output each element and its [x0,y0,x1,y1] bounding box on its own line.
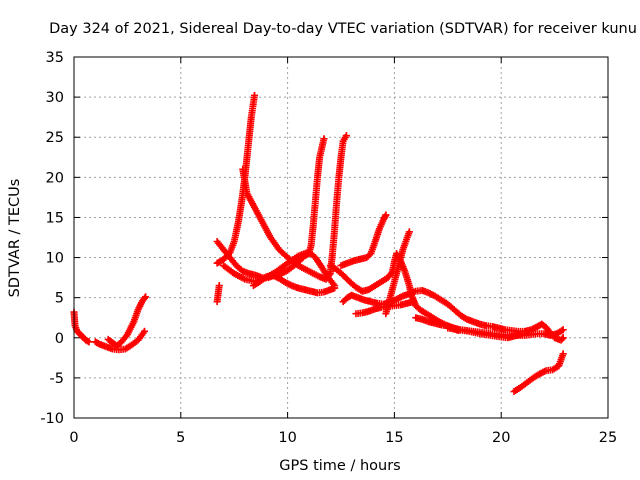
data-point [250,92,258,100]
data-point [410,298,418,306]
chart-title: Day 324 of 2021, Sidereal Day-to-day VTE… [49,21,637,37]
series-arc-9 [249,271,339,297]
data-point [559,326,567,334]
data-marks [70,92,567,396]
x-tick-label: 20 [492,430,510,446]
x-tick-label: 0 [69,430,78,446]
y-tick-label: -5 [50,371,64,387]
data-point [142,293,150,301]
y-tick-label: -10 [40,411,64,427]
y-axis-ticks: -10 -5 0 5 10 15 20 25 30 35 [40,50,608,427]
data-point [320,135,328,143]
series-arc-2 [91,327,148,354]
data-point [382,211,390,219]
plot-frame [73,56,609,419]
y-tick-label: 0 [55,331,64,347]
y-tick-label: 15 [46,210,64,226]
x-axis-label: GPS time / hours [279,458,400,474]
series-arc-5 [213,92,258,267]
data-point [519,330,527,338]
y-tick-label: 5 [55,291,64,307]
data-point [140,294,148,302]
data-point [85,338,93,346]
data-point [331,284,339,292]
data-point [140,327,148,335]
data-point [558,335,566,343]
x-tick-label: 5 [176,430,185,446]
series-arc-11 [337,211,390,270]
series-arc-14 [352,298,418,318]
series-arc-17 [444,324,527,342]
series-arc-6 [213,135,328,282]
y-tick-label: 20 [46,170,64,186]
data-point [215,282,223,290]
series-arc-18 [510,350,567,396]
y-tick-label: 10 [46,251,64,267]
data-point [342,132,350,140]
y-tick-label: 25 [46,130,64,146]
y-tick-label: 35 [46,50,64,66]
series-arc-3 [104,293,150,350]
x-tick-label: 25 [599,430,617,446]
series-arc-16 [418,286,567,344]
series-arc-4 [213,282,223,306]
y-tick-label: 30 [46,90,64,106]
x-tick-label: 10 [278,430,296,446]
data-point [405,228,413,236]
x-tick-label: 15 [385,430,403,446]
data-point [559,334,567,342]
series-arc-8 [239,132,350,283]
data-point [559,350,567,358]
x-axis-ticks: 0 5 10 15 20 25 [69,57,617,446]
grid-lines [74,57,608,418]
data-point [325,271,333,279]
y-axis-label: SDTVAR / TECUs [7,179,23,298]
